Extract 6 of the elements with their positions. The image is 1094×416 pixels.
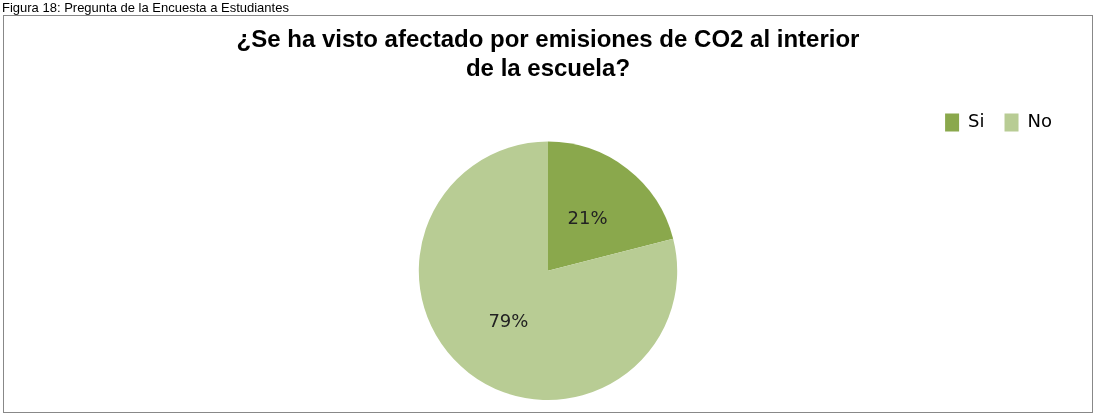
data-label: 79% bbox=[488, 309, 529, 331]
text: Figura 18: Pregunta de la Encuesta a Estudiantes bbox=[1, 0, 290, 15]
data-label: 21% bbox=[567, 207, 608, 229]
chart-title: ¿Se ha visto afectado por emisiones de CO2 al interior de la escuela? bbox=[236, 25, 860, 81]
legend-label: No bbox=[1027, 110, 1053, 132]
legend-label: Si bbox=[968, 110, 985, 132]
